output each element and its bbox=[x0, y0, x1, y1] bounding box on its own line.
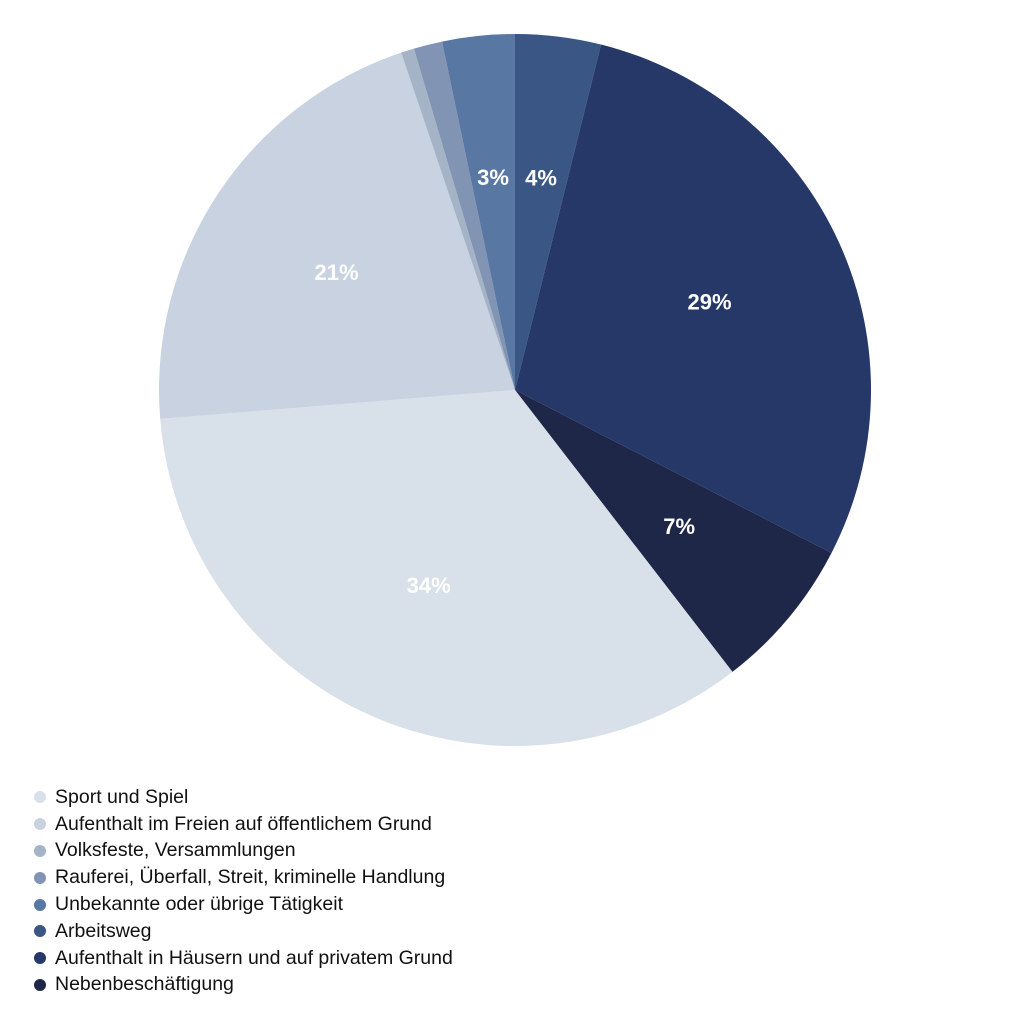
pie-slice-nebenbeschaftigung bbox=[515, 390, 832, 672]
legend: Sport und Spiel Aufenthalt im Freien auf … bbox=[34, 784, 453, 998]
legend-swatch bbox=[34, 952, 46, 965]
legend-swatch bbox=[34, 791, 46, 804]
data-label-unbekannte-oder-ubrige-tatigkeit: 3% bbox=[477, 165, 509, 190]
legend-label: Sport und Spiel bbox=[55, 785, 189, 808]
legend-label: Rauferei, Überfall, Streit, kriminelle H… bbox=[55, 866, 446, 889]
legend-label: Arbeitsweg bbox=[55, 919, 152, 942]
legend-item-sport-und-spiel: Sport und Spiel bbox=[34, 784, 453, 811]
legend-swatch bbox=[34, 844, 46, 857]
pie-slice-arbeitsweg bbox=[515, 34, 602, 390]
data-label-nebenbeschaftigung: 7% bbox=[663, 514, 695, 539]
legend-swatch bbox=[34, 898, 46, 911]
pie-slice-aufenthalt-in-hausern-und-auf-privatem-grund bbox=[515, 44, 871, 554]
data-label-aufenthalt-im-freien-auf-offentlichem-grund: 21% bbox=[315, 260, 359, 285]
slice-labels: 4% 29% 7% 34% 21% 3% bbox=[315, 165, 732, 598]
pie-slice-rauferei-uberfall-streit-kriminelle-handlung bbox=[413, 41, 515, 390]
pie-slice-unbekannte-oder-ubrige-tatigkeit bbox=[442, 34, 515, 390]
legend-swatch bbox=[34, 978, 46, 991]
legend-label: Unbekannte oder übrige Tätigkeit bbox=[55, 893, 343, 916]
pie-slice-aufenthalt-im-freien-auf-offentlichem-grund bbox=[159, 52, 515, 419]
pie-slice-sport-und-spiel bbox=[160, 390, 733, 746]
legend-item-nebenbeschaftigung: Nebenbeschäftigung bbox=[34, 972, 453, 999]
legend-item-unbekannte-oder-ubrige-tatigkeit: Unbekannte oder übrige Tätigkeit bbox=[34, 891, 453, 918]
legend-item-aufenthalt-in-hausern-und-auf-privatem-grund: Aufenthalt in Häusern und auf privatem G… bbox=[34, 945, 453, 972]
pie-chart: 4% 29% 7% 34% 21% 3% bbox=[159, 34, 871, 746]
legend-item-aufenthalt-im-freien-auf-offentlichem-grund: Aufenthalt im Freien auf öffentlichem Gr… bbox=[34, 811, 453, 838]
legend-label: Volksfeste, Versammlungen bbox=[55, 839, 296, 862]
legend-label: Aufenthalt im Freien auf öffentlichem Gr… bbox=[55, 812, 432, 835]
data-label-aufenthalt-in-hausern-und-auf-privatem-grund: 29% bbox=[688, 289, 732, 314]
legend-label: Nebenbeschäftigung bbox=[55, 973, 234, 996]
legend-item-volksfeste-versammlungen: Volksfeste, Versammlungen bbox=[34, 838, 453, 865]
legend-swatch bbox=[34, 818, 46, 831]
legend-swatch bbox=[34, 925, 46, 938]
legend-swatch bbox=[34, 871, 46, 884]
legend-item-rauferei-uberfall-streit-kriminelle-handlung: Rauferei, Überfall, Streit, kriminelle H… bbox=[34, 864, 453, 891]
data-label-sport-und-spiel: 34% bbox=[407, 573, 451, 598]
pie-slices bbox=[159, 34, 871, 746]
legend-label: Aufenthalt in Häusern und auf privatem G… bbox=[55, 946, 453, 969]
data-label-arbeitsweg: 4% bbox=[525, 165, 557, 190]
pie-slice-volksfeste-versammlungen bbox=[401, 48, 515, 391]
legend-item-arbeitsweg: Arbeitsweg bbox=[34, 918, 453, 945]
